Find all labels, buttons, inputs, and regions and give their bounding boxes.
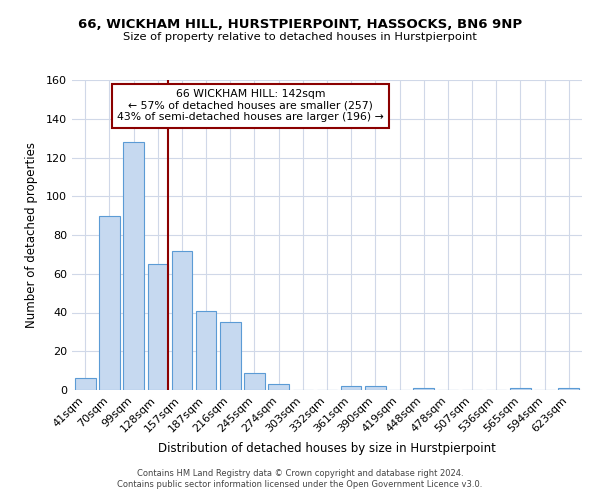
Bar (75, 378, 95, 390)
Bar (220, 322, 241, 390)
Bar (196, 310, 217, 390)
Bar (124, 142, 144, 390)
Text: Contains public sector information licensed under the Open Government Licence v3: Contains public sector information licen… (118, 480, 482, 489)
Bar (341, 386, 361, 390)
Bar (244, 372, 265, 390)
X-axis label: Distribution of detached houses by size in Hurstpierpoint: Distribution of detached houses by size … (158, 442, 496, 455)
Text: 66 WICKHAM HILL: 142sqm
← 57% of detached houses are smaller (257)
43% of semi-d: 66 WICKHAM HILL: 142sqm ← 57% of detache… (117, 90, 384, 122)
Bar (510, 388, 530, 390)
Bar (99, 216, 120, 390)
Text: Size of property relative to detached houses in Hurstpierpoint: Size of property relative to detached ho… (123, 32, 477, 42)
Bar (148, 264, 168, 390)
Bar (413, 388, 434, 390)
Text: 66, WICKHAM HILL, HURSTPIERPOINT, HASSOCKS, BN6 9NP: 66, WICKHAM HILL, HURSTPIERPOINT, HASSOC… (78, 18, 522, 30)
Y-axis label: Number of detached properties: Number of detached properties (25, 142, 38, 328)
Bar (172, 250, 192, 390)
Text: Contains HM Land Registry data © Crown copyright and database right 2024.: Contains HM Land Registry data © Crown c… (137, 468, 463, 477)
Bar (365, 386, 386, 390)
Bar (268, 384, 289, 390)
Bar (559, 388, 579, 390)
